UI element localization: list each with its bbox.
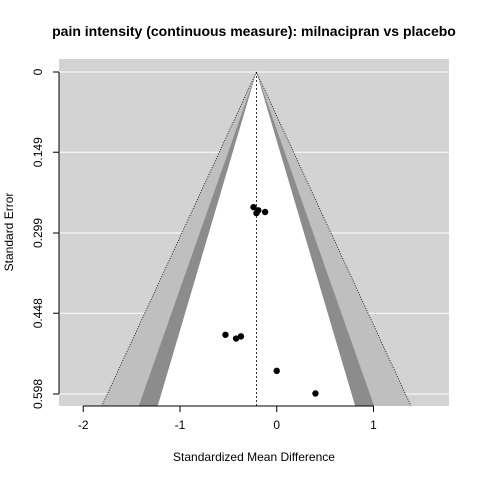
- y-tick-label-1: 0.149: [31, 137, 45, 167]
- x-axis-label: Standardized Mean Difference: [173, 450, 335, 464]
- y-tick-label-0: 0: [31, 68, 45, 75]
- chart-title: pain intensity (continuous measure): mil…: [52, 23, 456, 39]
- plot-area: -2 -1 0 1 0 0.149 0.299 0.448 0.598: [31, 59, 449, 432]
- data-point-8: [312, 390, 319, 397]
- data-point-4: [222, 331, 229, 338]
- y-tick-label-2: 0.299: [31, 218, 45, 248]
- plot-clipped: [59, 59, 449, 406]
- data-point-3: [261, 208, 269, 216]
- data-point-7: [273, 367, 280, 375]
- data-point-6: [237, 333, 245, 340]
- x-tick-label-1: -1: [175, 418, 186, 432]
- x-tick-label-2: 0: [273, 418, 280, 432]
- contour-region-90pct: [157, 72, 356, 406]
- y-axis-label: Standard Error: [2, 193, 16, 272]
- data-point-5: [232, 335, 240, 342]
- y-tick-label-4: 0.598: [31, 379, 45, 409]
- data-point-2: [255, 207, 262, 214]
- x-tick-label-0: -2: [78, 418, 89, 432]
- x-tick-label-3: 1: [370, 418, 377, 432]
- data-point-0: [250, 203, 257, 211]
- y-tick-label-3: 0.448: [31, 298, 45, 328]
